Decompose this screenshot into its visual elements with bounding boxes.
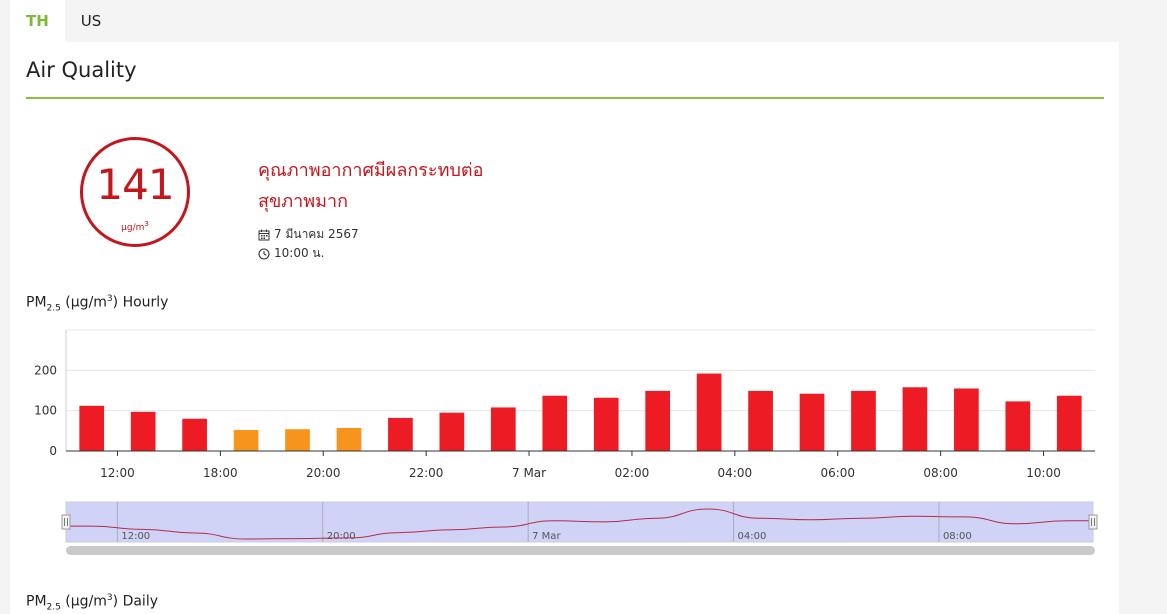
page-gutter — [1119, 0, 1167, 614]
y-tick-label: 0 — [49, 444, 57, 458]
daily-title-sub: 2.5 — [46, 602, 61, 613]
measurement-date-text: 7 มีนาคม 2567 — [274, 227, 359, 241]
bar[interactable] — [233, 430, 259, 451]
daily-title-pm: PM — [26, 593, 47, 610]
tab-us[interactable]: US — [80, 12, 102, 30]
navigator-label: 04:00 — [738, 531, 767, 542]
x-tick-label: 04:00 — [718, 466, 753, 480]
daily-title-suffix: ) Daily — [112, 593, 158, 610]
x-tick-label: 10:00 — [1026, 466, 1061, 480]
navigator-handle-grip[interactable] — [1088, 514, 1098, 530]
navigator-handle-left[interactable] — [61, 514, 71, 530]
bar[interactable] — [182, 418, 207, 451]
navigator-label: 20:00 — [327, 531, 356, 542]
x-tick-label: 20:00 — [306, 466, 341, 480]
aqi-value: 141 — [96, 160, 174, 209]
calendar-icon — [258, 229, 270, 240]
bar[interactable] — [799, 393, 825, 451]
daily-title-exp: 3 — [106, 593, 113, 603]
bar[interactable] — [439, 412, 465, 451]
hourly-bar-chart: 0 100 200 12:00 18:00 20:00 22:00 7 Mar 02:00 04:… — [34, 329, 1098, 555]
aqi-unit: µg/m3 — [83, 220, 187, 233]
daily-chart-title: PM2.5 (µg/m3) Daily — [26, 593, 158, 612]
hourly-title-suffix: ) Hourly — [112, 294, 169, 311]
bar[interactable] — [490, 407, 516, 451]
measurement-time-text: 10:00 น. — [274, 246, 325, 260]
navigator-selection[interactable] — [66, 502, 1093, 542]
daily-title-unit: (µg/m — [60, 593, 107, 610]
measurement-time: 10:00 น. — [258, 244, 324, 263]
navigator-label: 7 Mar — [532, 531, 561, 542]
x-tick-label: 06:00 — [820, 466, 855, 480]
bar[interactable] — [902, 387, 928, 451]
title-divider — [26, 97, 1104, 99]
measurement-date: 7 มีนาคม 2567 — [258, 225, 359, 244]
x-tick-label: 12:00 — [100, 466, 135, 480]
x-tick-label: 02:00 — [615, 466, 650, 480]
navigator-handle-right[interactable] — [1088, 514, 1098, 530]
aqi-unit-base: µg/m — [121, 223, 145, 233]
navigator-scrollbar[interactable] — [66, 546, 1095, 555]
page-title: Air Quality — [26, 58, 137, 82]
tab-bar: TH US — [10, 0, 117, 42]
air-quality-panel: Air Quality 141 µg/m3 คุณภาพอากาศมีผลกระ… — [10, 42, 1119, 614]
hourly-title-sub: 2.5 — [46, 303, 61, 314]
x-tick-label: 22:00 — [409, 466, 444, 480]
x-tick-label: 18:00 — [203, 466, 238, 480]
y-tick-label: 200 — [34, 363, 57, 377]
x-tick-label: 08:00 — [923, 466, 958, 480]
bar[interactable] — [954, 388, 979, 451]
bar[interactable] — [336, 428, 362, 451]
hourly-chart-title: PM2.5 (µg/m3) Hourly — [26, 294, 168, 313]
bar[interactable] — [645, 390, 671, 451]
bar[interactable] — [696, 373, 722, 451]
navigator-handle-grip[interactable] — [61, 514, 71, 530]
y-tick-label: 100 — [34, 404, 57, 418]
hourly-title-unit: (µg/m — [60, 294, 107, 311]
bar[interactable] — [542, 395, 568, 451]
bar[interactable] — [285, 429, 310, 451]
tab-th[interactable]: TH — [10, 0, 65, 42]
bar[interactable] — [79, 405, 105, 451]
navigator-series-line — [66, 508, 1093, 540]
bar[interactable] — [593, 397, 619, 451]
bar[interactable] — [130, 411, 156, 451]
aqi-status: คุณภาพอากาศมีผลกระทบต่อ สุขภาพมาก — [258, 155, 538, 217]
aqi-unit-exponent: 3 — [144, 220, 149, 228]
aqi-status-line-1: คุณภาพอากาศมีผลกระทบต่อ — [258, 160, 484, 181]
bar[interactable] — [388, 417, 413, 451]
bar[interactable] — [1056, 395, 1082, 451]
clock-icon — [258, 247, 270, 260]
navigator-label: 08:00 — [943, 531, 972, 542]
hourly-title-pm: PM — [26, 294, 47, 311]
bar[interactable] — [1005, 401, 1031, 451]
aqi-status-line-2: สุขภาพมาก — [258, 191, 348, 212]
navigator-label: 12:00 — [121, 531, 150, 542]
hourly-title-exp: 3 — [106, 294, 113, 304]
bar[interactable] — [748, 390, 773, 451]
bar[interactable] — [851, 390, 876, 451]
aqi-badge: 141 µg/m3 — [80, 137, 190, 247]
x-tick-label: 7 Mar — [512, 466, 546, 480]
